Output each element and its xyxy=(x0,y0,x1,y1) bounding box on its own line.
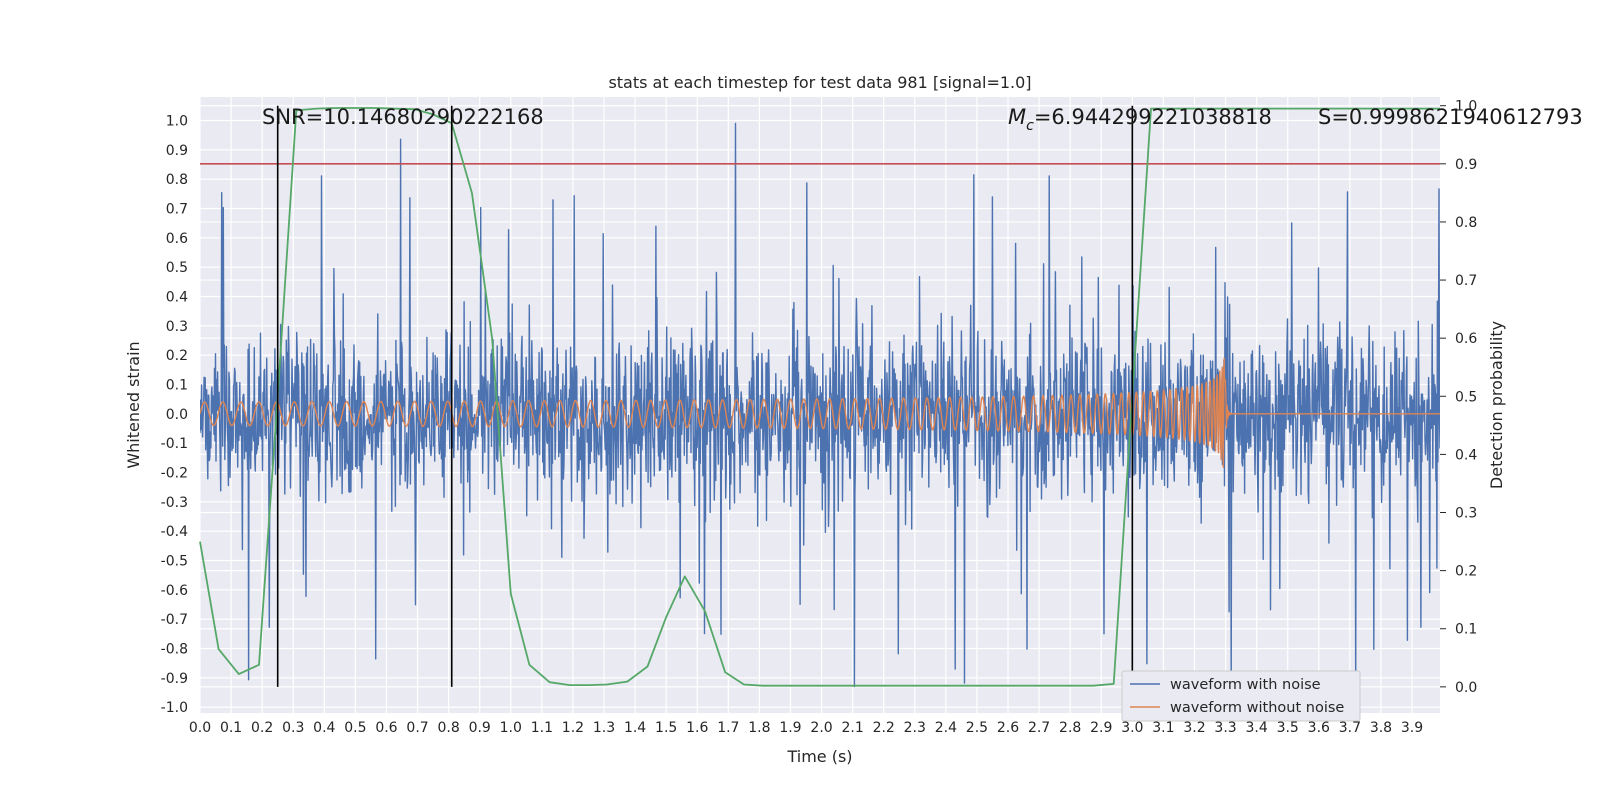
legend: waveform with noise waveform without noi… xyxy=(1121,670,1361,722)
x-tick-label: 1.8 xyxy=(748,720,770,736)
y-tick-label: 0.2 xyxy=(166,348,188,364)
y2-tick-label: 1.0 xyxy=(1455,99,1477,115)
chirp-mass-annotation: Mc=6.944299221038818 xyxy=(1008,105,1272,134)
y-tick-label: 0.6 xyxy=(166,231,188,247)
chirp-mass-subscript: c xyxy=(1026,118,1034,134)
x-tick-label: 0.6 xyxy=(375,720,397,736)
x-tick-label: 1.7 xyxy=(717,720,739,736)
y-tick-label: 0.9 xyxy=(166,143,188,159)
y-tick-label: -0.3 xyxy=(161,495,188,511)
x-tick-label: 0.9 xyxy=(469,720,491,736)
x-tick-label: 1.6 xyxy=(686,720,708,736)
x-tick-label: 2.9 xyxy=(1090,720,1112,736)
tick-labels: 0.0 0.1 0.2 0.3 0.4 0.5 0.6 0.7 0.8 0.9 1.0 1.1 1.2 1… xyxy=(161,99,1478,736)
x-tick-label: 2.0 xyxy=(810,720,832,736)
y2-tick-label: 0.8 xyxy=(1455,215,1477,231)
y2-axis-title: Detection probability xyxy=(1487,321,1506,489)
x-tick-label: 2.4 xyxy=(935,720,957,736)
y-tick-label: 0.1 xyxy=(166,377,188,393)
x-tick-label: 0.2 xyxy=(251,720,273,736)
y-tick-label: -0.8 xyxy=(161,641,188,657)
y2-tick-label: 0.3 xyxy=(1455,506,1477,522)
x-tick-label: 1.5 xyxy=(655,720,677,736)
y-tick-label: -0.7 xyxy=(161,612,188,628)
y2-tick-label: 0.2 xyxy=(1455,564,1477,580)
x-tick-label: 3.9 xyxy=(1401,720,1423,736)
y-tick-label: -1.0 xyxy=(161,700,188,716)
y2-tick-label: 0.4 xyxy=(1455,447,1477,463)
y-axis-title: Whitened strain xyxy=(124,341,143,468)
y-tick-label: -0.1 xyxy=(161,436,188,452)
x-tick-label: 2.5 xyxy=(966,720,988,736)
x-tick-label: 0.5 xyxy=(344,720,366,736)
x-tick-label: 2.8 xyxy=(1059,720,1081,736)
x-tick-label: 0.4 xyxy=(313,720,335,736)
x-tick-label: 3.7 xyxy=(1339,720,1361,736)
x-tick-label: 3.3 xyxy=(1214,720,1236,736)
x-tick-label: 1.1 xyxy=(531,720,553,736)
y2-tick-label: 0.9 xyxy=(1455,157,1477,173)
x-tick-label: 1.4 xyxy=(624,720,646,736)
x-tick-label: 0.8 xyxy=(437,720,459,736)
x-tick-label: 3.8 xyxy=(1370,720,1392,736)
y-tick-label: -0.9 xyxy=(161,671,188,687)
x-tick-label: 1.9 xyxy=(779,720,801,736)
chart-title: stats at each timestep for test data 981… xyxy=(608,73,1031,92)
y2-tick-label: 0.7 xyxy=(1455,273,1477,289)
legend-label-clean: waveform without noise xyxy=(1170,700,1344,716)
x-tick-label: 2.2 xyxy=(873,720,895,736)
snr-annotation: SNR=10.14680290222168 xyxy=(262,105,544,129)
y2-tick-label: 0.6 xyxy=(1455,331,1477,347)
y-tick-label: -0.2 xyxy=(161,465,188,481)
x-tick-label: 3.6 xyxy=(1308,720,1330,736)
y-tick-label: 0.4 xyxy=(166,289,188,305)
y-tick-label: -0.4 xyxy=(161,524,188,540)
detection-score-annotation: S=0.9998621940612793 xyxy=(1318,105,1583,129)
y-tick-label: 0.7 xyxy=(166,201,188,217)
x-tick-label: 1.0 xyxy=(500,720,522,736)
x-tick-label: 2.6 xyxy=(997,720,1019,736)
x-tick-label: 1.2 xyxy=(562,720,584,736)
y-tick-label: 1.0 xyxy=(166,113,188,129)
y-tick-label: -0.5 xyxy=(161,553,188,569)
x-tick-label: 0.7 xyxy=(406,720,428,736)
y2-tick-label: 0.1 xyxy=(1455,622,1477,638)
chirp-mass-symbol: M xyxy=(1008,105,1026,129)
y-tick-label: 0.5 xyxy=(166,260,188,276)
x-tick-label: 3.0 xyxy=(1121,720,1143,736)
x-tick-label: 3.2 xyxy=(1183,720,1205,736)
y-tick-label: -0.6 xyxy=(161,583,188,599)
series-clean-waveform xyxy=(200,357,1440,468)
legend-box xyxy=(1121,670,1361,722)
x-tick-label: 1.3 xyxy=(593,720,615,736)
overlay-lines xyxy=(199,105,1440,687)
chirp-mass-value: =6.944299221038818 xyxy=(1034,105,1272,129)
x-tick-label: 3.1 xyxy=(1152,720,1174,736)
x-tick-label: 3.4 xyxy=(1246,720,1268,736)
x-tick-label: 0.3 xyxy=(282,720,304,736)
y-tick-label: 0.3 xyxy=(166,319,188,335)
x-tick-label: 2.1 xyxy=(841,720,863,736)
y-tick-label: 0.0 xyxy=(166,407,188,423)
x-tick-label: 2.7 xyxy=(1028,720,1050,736)
legend-label-noise: waveform with noise xyxy=(1170,677,1321,693)
x-tick-label: 3.5 xyxy=(1277,720,1299,736)
y2-tick-label: 0.0 xyxy=(1455,680,1477,696)
x-axis-title: Time (s) xyxy=(786,747,852,766)
series-detection-probability xyxy=(199,107,1440,687)
y-tick-label: 0.8 xyxy=(166,172,188,188)
x-tick-label: 2.3 xyxy=(904,720,926,736)
x-tick-label: 0.1 xyxy=(220,720,242,736)
y2-tick-label: 0.5 xyxy=(1455,389,1477,405)
data-series xyxy=(200,122,1440,688)
x-tick-label: 0.0 xyxy=(189,720,211,736)
